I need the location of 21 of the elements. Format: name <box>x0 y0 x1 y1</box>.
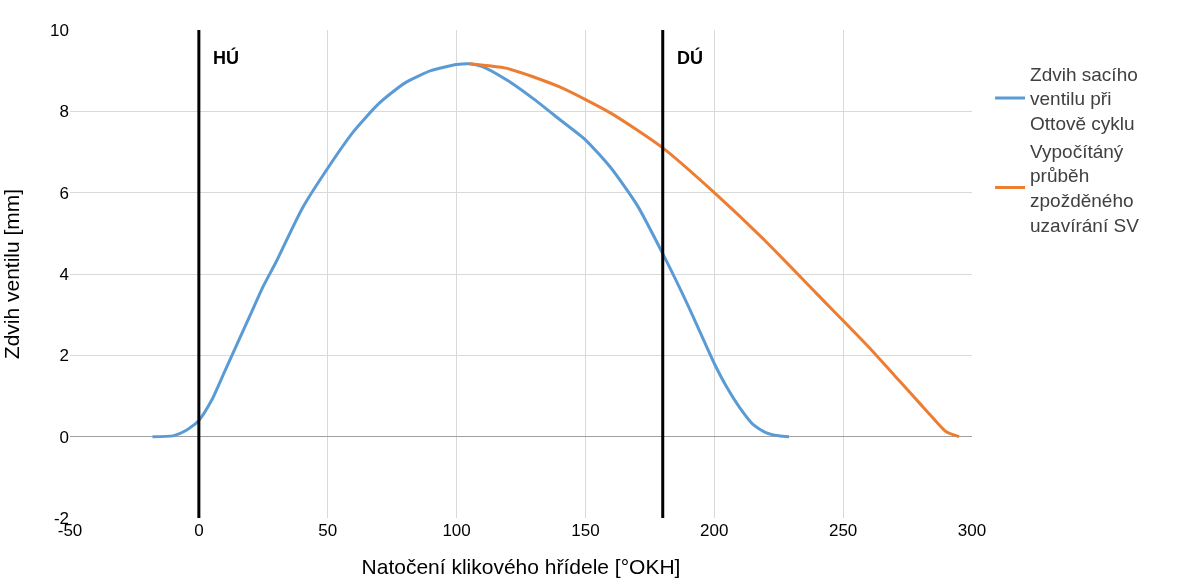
y-tick-label: 0 <box>59 427 69 447</box>
x-tick-label: 250 <box>828 521 858 540</box>
x-tick-label: 100 <box>442 521 471 540</box>
x-axis-title: Natočení klikového hřídele [°OKH] <box>361 555 681 578</box>
ref-line-label: HÚ <box>213 47 239 68</box>
ref-line-label: DÚ <box>677 47 703 68</box>
legend-label: Vypočítáný průběh zpožděného uzavírání SV <box>1030 140 1140 236</box>
y-tick-label: 4 <box>59 264 69 284</box>
legend-label: Zdvih sacího ventilu při Ottově cyklu <box>1030 63 1138 135</box>
x-tick-label: 150 <box>571 521 600 540</box>
y-tick-label: 2 <box>59 346 69 366</box>
x-tick-label: 300 <box>957 521 987 540</box>
x-tick-label: 0 <box>194 521 204 540</box>
line-series <box>467 62 961 439</box>
line-series <box>150 62 791 439</box>
y-tick-label: 10 <box>50 20 69 40</box>
y-tick-label: 6 <box>59 183 69 203</box>
x-tick-label: 200 <box>700 521 729 540</box>
y-tick-label: 8 <box>59 102 69 122</box>
y-axis-title: Zdvih ventilu [mm] <box>0 188 23 360</box>
x-tick-label: 50 <box>318 521 338 540</box>
